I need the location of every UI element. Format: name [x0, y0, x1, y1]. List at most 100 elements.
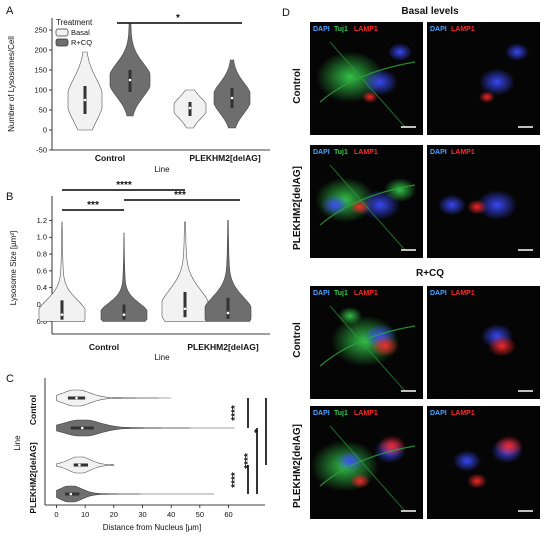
- channel-label-dapi: DAPI: [430, 149, 447, 156]
- cell-signal-r: [378, 435, 406, 457]
- channel-label-tuj1: Tuj1: [334, 290, 348, 297]
- panel-c-sig-3: ****: [243, 453, 254, 469]
- section-basal-title: Basal levels: [401, 6, 459, 17]
- panel-a-sig-star: *: [176, 13, 180, 24]
- panel-b-ylabel: Lysosome Size [µm²]: [9, 231, 18, 306]
- micrograph-r1-c0: DAPI Tuj1 LAMP1: [310, 145, 423, 258]
- micrograph-r3-c1: DAPI LAMP1: [427, 406, 540, 519]
- panel-a-ytick-label: 200: [34, 46, 47, 55]
- micrograph-r1-c1: DAPI LAMP1: [427, 145, 540, 258]
- violin-b-median: [122, 313, 126, 316]
- violin-a-median: [188, 106, 192, 110]
- micrograph-background: [427, 286, 540, 399]
- panel-c-label: C: [6, 373, 14, 385]
- legend-swatch-basal: [55, 28, 69, 37]
- micrograph-r2-c1: DAPI LAMP1: [427, 286, 540, 399]
- panel-a-ytick-label: 100: [34, 86, 47, 95]
- panel-b-ytick-label: 0.8: [37, 250, 47, 259]
- cell-signal-b: [479, 68, 515, 96]
- panel-a-label: A: [6, 5, 14, 17]
- violin-c-median: [80, 426, 84, 430]
- legend-label-rcq: R+CQ: [71, 38, 92, 47]
- panel-c-xtick-label: 50: [196, 510, 204, 519]
- panel-c-xtick-label: 60: [224, 510, 232, 519]
- micrograph-r0-c0: DAPI Tuj1 LAMP1: [310, 22, 423, 135]
- cell-signal-r: [350, 473, 370, 489]
- violin-b-rcq-1: [204, 220, 252, 322]
- neurite: [329, 305, 406, 392]
- cell-signal-b: [438, 194, 466, 216]
- cell-signal-r: [371, 335, 399, 357]
- violin-c-median: [69, 492, 73, 496]
- panel-b-ytick-label: 0.2: [37, 300, 47, 309]
- violin-a-median: [230, 96, 234, 100]
- cell-signal-r: [495, 435, 523, 457]
- violin-b-median: [226, 311, 230, 315]
- violin-c-rcq-0: [56, 419, 235, 437]
- cell-signal-b: [477, 190, 517, 220]
- violin-c-rcq-1: [56, 485, 215, 503]
- cell-signal-r: [467, 199, 487, 215]
- channel-label-tuj1: Tuj1: [334, 26, 348, 33]
- violin-b-basal-1: [161, 221, 209, 322]
- panel-b: B 0.00.20.40.60.81.01.2 Lysosome Size [µ…: [6, 180, 270, 362]
- cell-signal-b: [453, 450, 481, 472]
- panel-a-y-ticks: -50 0 50 100 150 200 250: [34, 26, 52, 155]
- channel-label-lamp1: LAMP1: [354, 410, 378, 417]
- panel-c-xtick-label: 20: [110, 510, 118, 519]
- panel-c-x-ticks: 0 10 20 30 40 50 60: [54, 505, 233, 519]
- channel-label-dapi: DAPI: [313, 410, 330, 417]
- channel-label-dapi: DAPI: [313, 290, 330, 297]
- panel-a-ytick-label: 0: [43, 126, 47, 135]
- panel-b-category-control: Control: [89, 342, 119, 352]
- panel-b-ytick-label: 1.0: [37, 233, 47, 242]
- channel-label-dapi: DAPI: [430, 26, 447, 33]
- channel-label-tuj1: Tuj1: [334, 149, 348, 156]
- panel-c-category-plekhm2: PLEKHM2[delAG]: [28, 442, 38, 513]
- micrograph-r0-c1: DAPI LAMP1: [427, 22, 540, 135]
- panel-b-ytick-label: 0.6: [37, 266, 47, 275]
- micrograph-background: [427, 406, 540, 519]
- panel-a-ylabel: Number of Lysosomes/Cell: [7, 36, 16, 132]
- cell-signal-r: [479, 91, 495, 103]
- panel-b-sig-1: ****: [116, 180, 132, 191]
- panel-a-violins: [67, 23, 251, 131]
- cell-signal-b: [388, 43, 412, 61]
- panel-c-sig-4: *: [253, 429, 264, 433]
- panel-c-sig-1: ****: [230, 405, 241, 421]
- row-label-plekhm2-basal: PLEKHM2[delAG]: [292, 166, 303, 250]
- channel-label-lamp1: LAMP1: [451, 290, 475, 297]
- channel-label-dapi: DAPI: [430, 290, 447, 297]
- channel-label-lamp1: LAMP1: [354, 149, 378, 156]
- panel-a-category-control: Control: [95, 153, 125, 163]
- neurite: [329, 425, 406, 512]
- panel-c-ylabel: Line: [13, 435, 22, 451]
- panel-c-category-control: Control: [28, 395, 38, 425]
- violin-c-median: [78, 463, 81, 467]
- panel-b-sig-2: ***: [87, 200, 99, 211]
- panel-a-ytick-label: 250: [34, 26, 47, 35]
- panel-c-xtick-label: 30: [138, 510, 146, 519]
- cell-signal-b: [505, 43, 529, 61]
- panel-d: D Basal levels R+CQ Control PLEKHM2[delA…: [282, 6, 540, 519]
- panel-c-xtick-label: 10: [81, 510, 89, 519]
- violin-a-median: [128, 78, 132, 82]
- channel-label-dapi: DAPI: [313, 26, 330, 33]
- neurite: [329, 41, 406, 128]
- violin-b-basal-0: [38, 221, 86, 322]
- cell-signal-b: [336, 450, 364, 472]
- neurite: [329, 164, 406, 251]
- channel-label-lamp1: LAMP1: [354, 26, 378, 33]
- panel-c-sig-2: ****: [230, 472, 241, 488]
- panel-c-violins: [56, 389, 235, 503]
- panel-b-sig-3: ***: [174, 190, 186, 201]
- panel-b-violins: [38, 220, 252, 322]
- legend-title: Treatment: [56, 18, 93, 27]
- panel-a-ytick-label: 150: [34, 66, 47, 75]
- panel-d-label: D: [282, 7, 290, 19]
- row-label-control-rcq: Control: [292, 322, 303, 358]
- panel-a-xlabel: Line: [154, 165, 170, 174]
- violin-b-rcq-0: [100, 232, 148, 322]
- cell-signal-r: [488, 335, 516, 357]
- panel-b-label: B: [6, 191, 13, 203]
